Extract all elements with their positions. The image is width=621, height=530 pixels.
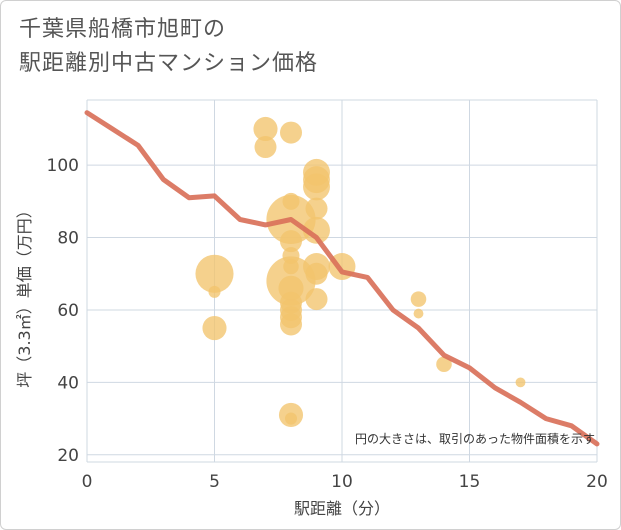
bubble-layer — [195, 116, 526, 427]
x-tick-label: 20 — [586, 472, 608, 492]
data-bubble — [280, 121, 302, 144]
data-bubble — [436, 356, 452, 373]
data-bubble — [253, 116, 278, 142]
x-tick-label: 10 — [331, 472, 353, 492]
data-bubble — [254, 136, 277, 159]
data-bubble — [413, 308, 424, 319]
y-tick-label: 20 — [57, 446, 79, 466]
data-bubble — [515, 377, 526, 388]
trend-line — [84, 110, 600, 447]
data-bubble — [305, 288, 328, 311]
data-bubble — [202, 316, 227, 341]
data-bubble — [303, 173, 330, 201]
title-line-1: 千葉県船橋市旭町の — [19, 17, 227, 42]
data-bubble — [280, 313, 302, 336]
data-bubble — [280, 230, 302, 253]
data-bubble — [284, 412, 298, 425]
grid-lines — [86, 99, 598, 463]
x-axis-label: 駅距離（分） — [294, 499, 390, 518]
bubble-size-note: 円の大きさは、取引のあった物件面積を示す — [355, 431, 595, 446]
y-tick-label: 40 — [57, 373, 79, 393]
data-bubble — [410, 291, 427, 307]
trend-layer — [84, 110, 600, 447]
x-tick-label: 15 — [459, 472, 481, 492]
x-tick-label: 0 — [82, 472, 93, 492]
title-line-2: 駅距離別中古マンション価格 — [19, 51, 319, 76]
y-tick-label: 60 — [57, 301, 79, 321]
y-axis-label: 坪（3.3㎡）単価（万円） — [15, 202, 34, 387]
data-bubble — [195, 254, 234, 293]
data-bubble — [305, 262, 328, 285]
tick-labels: 0 5 10 15 20 20 40 60 80 100 — [47, 156, 608, 492]
y-tick-label: 80 — [57, 229, 79, 249]
data-bubble — [303, 216, 330, 244]
data-bubble — [305, 197, 328, 220]
x-tick-label: 5 — [209, 472, 220, 492]
y-tick-label: 100 — [47, 156, 79, 176]
data-bubble — [208, 285, 221, 298]
chart-title: 千葉県船橋市旭町の 駅距離別中古マンション価格 — [19, 13, 318, 81]
